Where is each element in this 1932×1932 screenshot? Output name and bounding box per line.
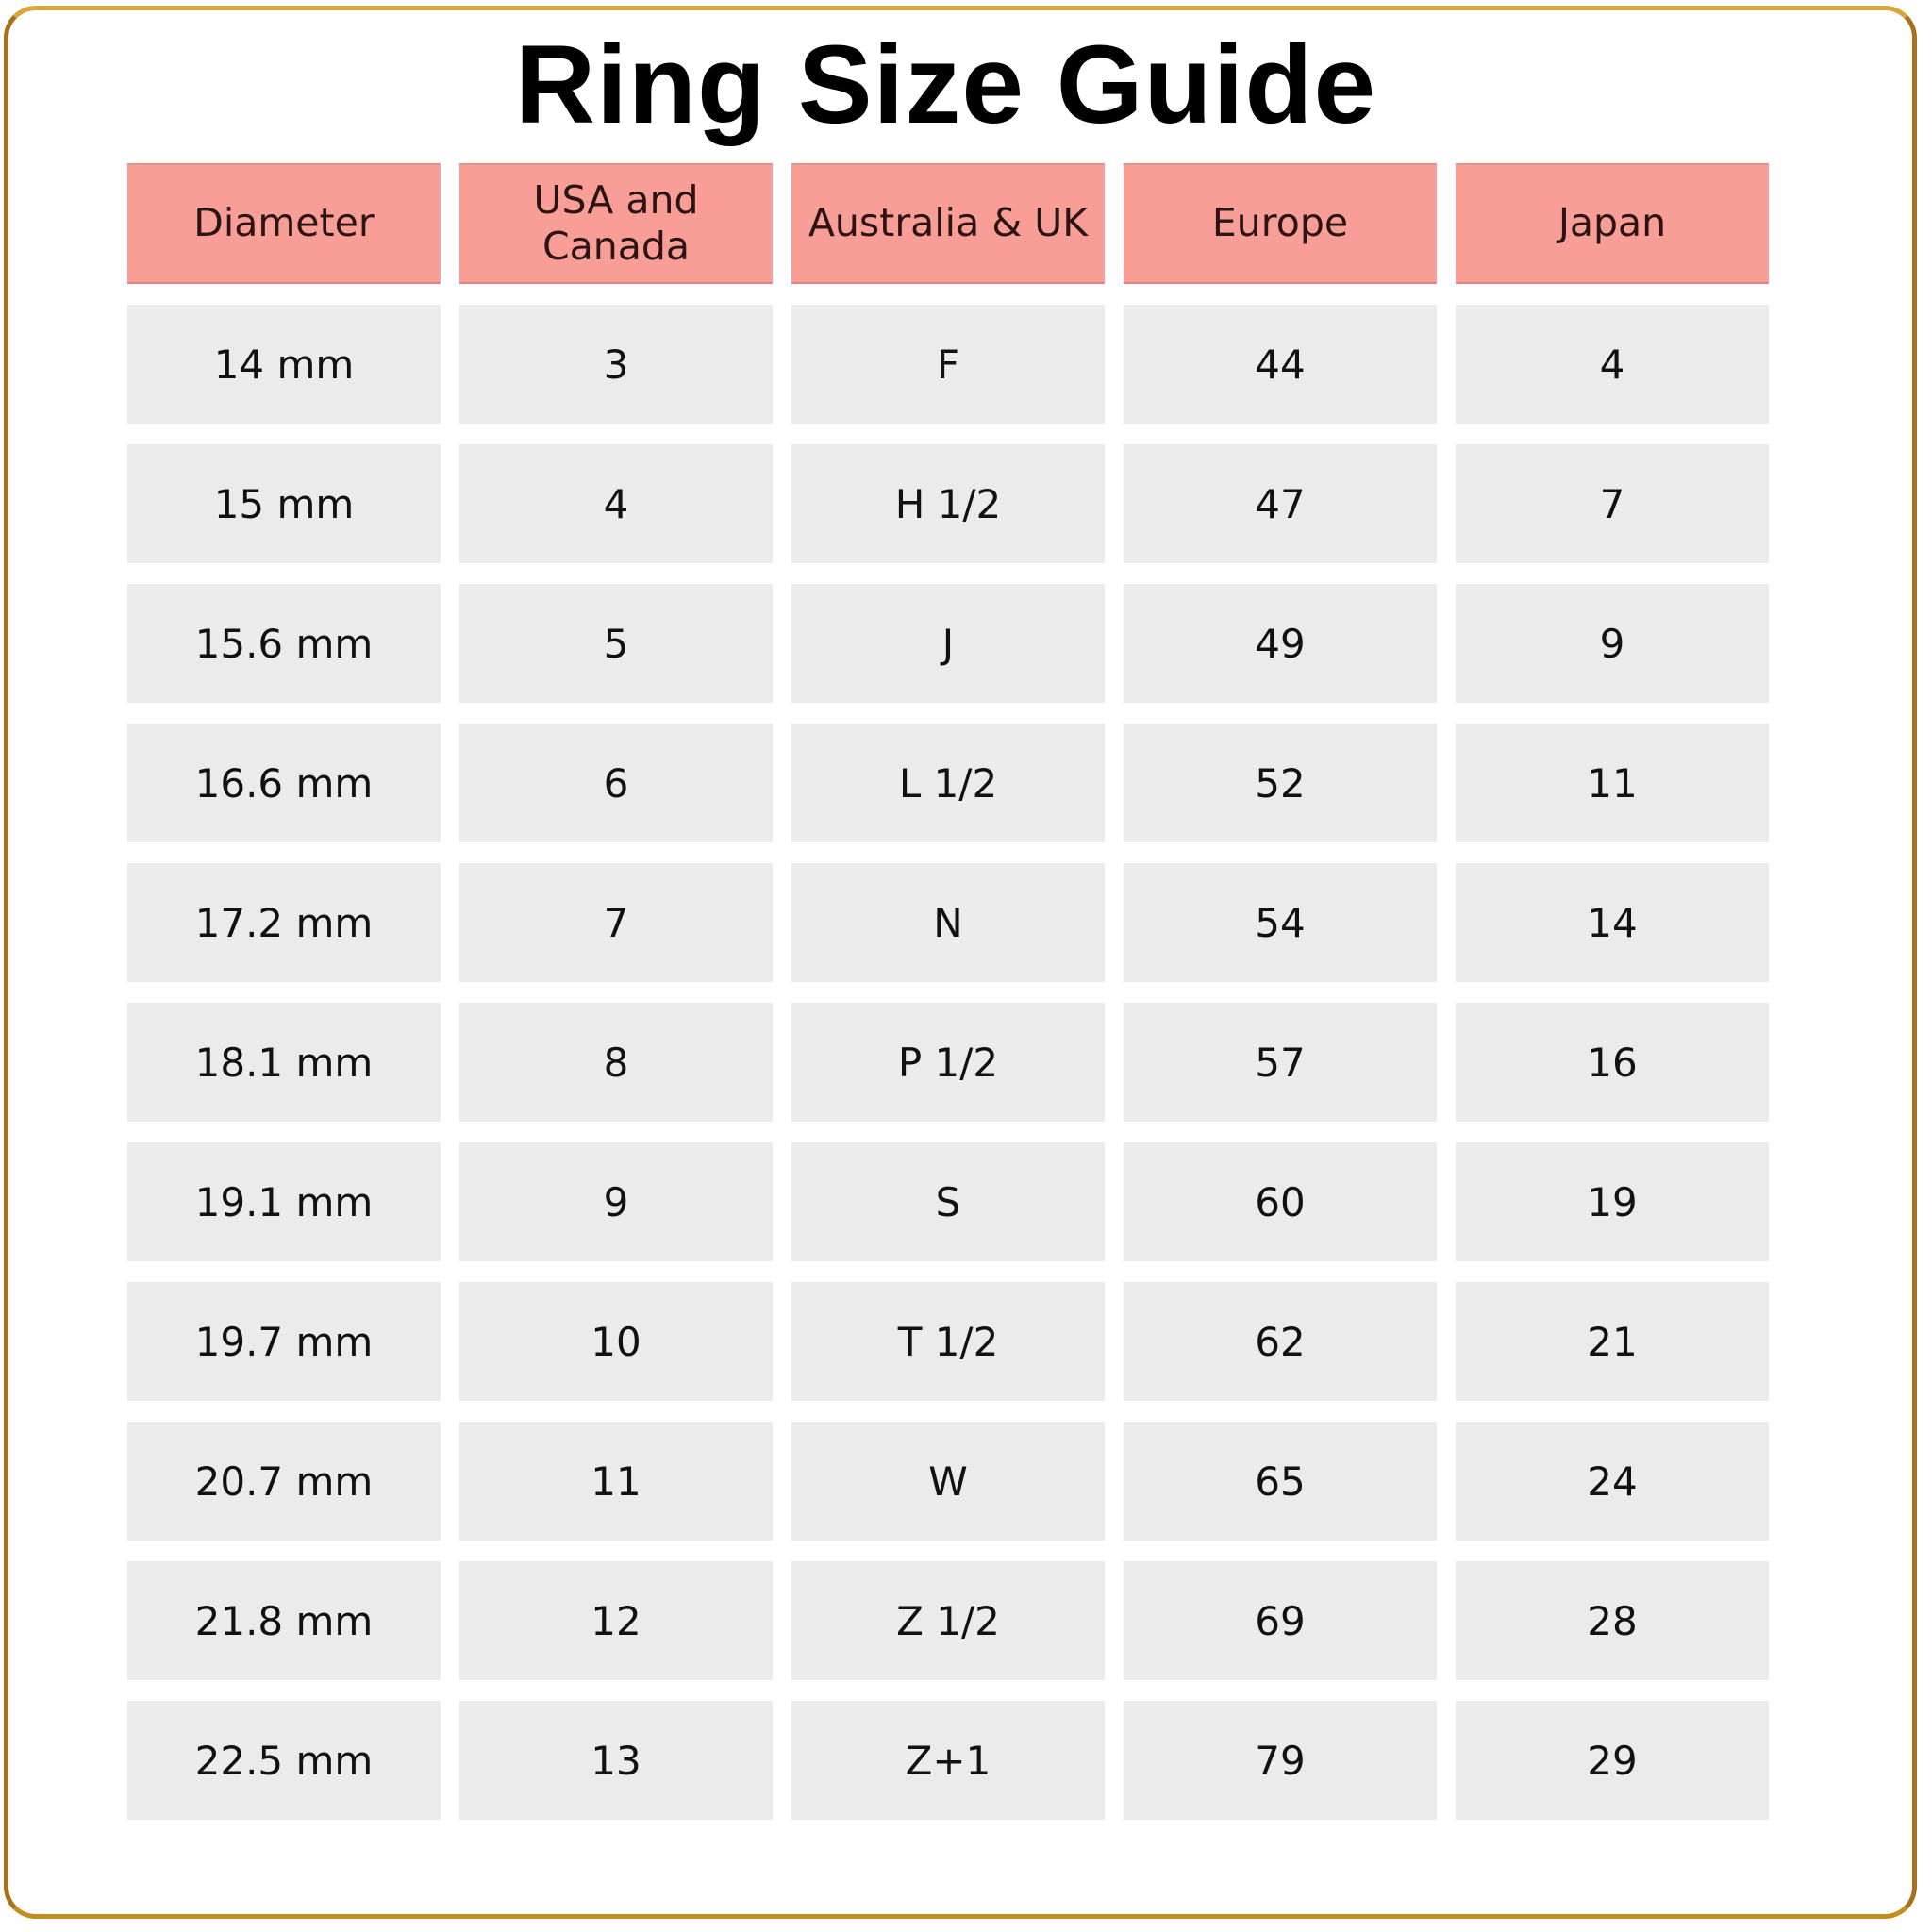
table-cell: 7 — [1456, 444, 1769, 563]
table-cell: H 1/2 — [791, 444, 1105, 563]
page-title: Ring Size Guide — [514, 23, 1377, 147]
table-cell: P 1/2 — [791, 1003, 1105, 1122]
decorative-frame — [4, 6, 1917, 1919]
table-cell: 19 — [1456, 1142, 1769, 1261]
table-cell: 19.1 mm — [127, 1142, 441, 1261]
table-cell: 13 — [459, 1701, 773, 1820]
table-cell: 14 — [1456, 863, 1769, 982]
table-cell: 54 — [1124, 863, 1437, 982]
table-cell: 18.1 mm — [127, 1003, 441, 1122]
table-cell: N — [791, 863, 1105, 982]
table-cell: 8 — [459, 1003, 773, 1122]
table-cell: 9 — [459, 1142, 773, 1261]
table-cell: 24 — [1456, 1422, 1769, 1541]
table-cell: 21.8 mm — [127, 1561, 441, 1680]
table-cell: 21 — [1456, 1282, 1769, 1401]
table-cell: 19.7 mm — [127, 1282, 441, 1401]
table-cell: 11 — [459, 1422, 773, 1541]
table-cell: 4 — [1456, 305, 1769, 424]
table-cell: 49 — [1124, 584, 1437, 703]
table-cell: 16.6 mm — [127, 724, 441, 842]
table-cell: 15.6 mm — [127, 584, 441, 703]
table-cell: 62 — [1124, 1282, 1437, 1401]
table-cell: 5 — [459, 584, 773, 703]
header-japan: Japan — [1456, 163, 1769, 284]
table-cell: 10 — [459, 1282, 773, 1401]
table-cell: 9 — [1456, 584, 1769, 703]
table-cell: 29 — [1456, 1701, 1769, 1820]
header-australia-uk: Australia & UK — [791, 163, 1105, 284]
table-cell: 65 — [1124, 1422, 1437, 1541]
table-cell: F — [791, 305, 1105, 424]
table-cell: 16 — [1456, 1003, 1769, 1122]
table-cell: S — [791, 1142, 1105, 1261]
table-cell: Z 1/2 — [791, 1561, 1105, 1680]
header-europe: Europe — [1124, 163, 1437, 284]
header-diameter: Diameter — [127, 163, 441, 284]
ring-size-table: Diameter USA and Canada Australia & UK Euro… — [127, 163, 1769, 1820]
table-cell: 44 — [1124, 305, 1437, 424]
table-cell: 14 mm — [127, 305, 441, 424]
table-cell: 52 — [1124, 724, 1437, 842]
table-cell: J — [791, 584, 1105, 703]
table-cell: 3 — [459, 305, 773, 424]
table-cell: 20.7 mm — [127, 1422, 441, 1541]
table-cell: 79 — [1124, 1701, 1437, 1820]
table-cell: 15 mm — [127, 444, 441, 563]
table-cell: 28 — [1456, 1561, 1769, 1680]
table-cell: 69 — [1124, 1561, 1437, 1680]
table-cell: W — [791, 1422, 1105, 1541]
table-cell: 47 — [1124, 444, 1437, 563]
table-cell: 57 — [1124, 1003, 1437, 1122]
table-cell: 7 — [459, 863, 773, 982]
table-cell: 17.2 mm — [127, 863, 441, 982]
table-cell: 11 — [1456, 724, 1769, 842]
table-cell: 60 — [1124, 1142, 1437, 1261]
table-cell: 12 — [459, 1561, 773, 1680]
table-cell: 22.5 mm — [127, 1701, 441, 1820]
table-cell: L 1/2 — [791, 724, 1105, 842]
table-cell: T 1/2 — [791, 1282, 1105, 1401]
table-cell: 6 — [459, 724, 773, 842]
table-cell: 4 — [459, 444, 773, 563]
table-cell: Z+1 — [791, 1701, 1105, 1820]
header-usa-canada: USA and Canada — [459, 163, 773, 284]
